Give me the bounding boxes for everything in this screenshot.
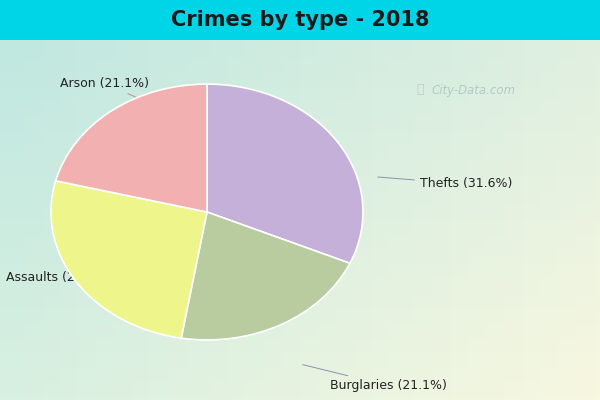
Text: Crimes by type - 2018: Crimes by type - 2018	[171, 10, 429, 30]
Text: Assaults (26.3%): Assaults (26.3%)	[6, 264, 112, 284]
Text: Burglaries (21.1%): Burglaries (21.1%)	[302, 365, 447, 392]
Wedge shape	[181, 212, 350, 340]
Wedge shape	[56, 84, 207, 212]
Wedge shape	[207, 84, 363, 263]
Text: ⓘ: ⓘ	[416, 83, 424, 96]
Wedge shape	[51, 181, 207, 338]
Text: City-Data.com: City-Data.com	[432, 84, 516, 97]
Text: Arson (21.1%): Arson (21.1%)	[60, 77, 151, 104]
Text: Thefts (31.6%): Thefts (31.6%)	[378, 177, 512, 190]
